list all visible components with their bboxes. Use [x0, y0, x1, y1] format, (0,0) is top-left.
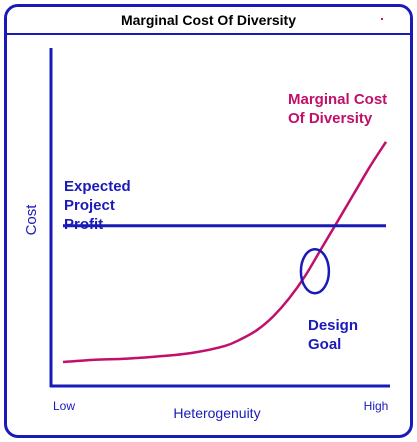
annotation-label-line-0: Design — [308, 317, 358, 334]
chart-frame: Marginal Cost Of Diversity — [4, 4, 413, 438]
x-axis-label: Heterogenuity — [173, 405, 260, 421]
title-dot — [381, 18, 383, 20]
series-label-1-line-2: Profit — [64, 216, 103, 233]
series-label-0-line-0: Marginal Cost — [288, 91, 387, 108]
y-axis-label: Cost — [23, 204, 40, 236]
series-label-1-line-1: Project — [64, 197, 115, 214]
series-line-marginal-cost — [62, 141, 388, 364]
title-bar: Marginal Cost Of Diversity — [7, 7, 410, 35]
x-tick-high: High — [364, 399, 389, 413]
series-label-0-line-1: Of Diversity — [288, 110, 373, 127]
annotation-label-line-1: Goal — [308, 336, 341, 353]
chart-title: Marginal Cost Of Diversity — [120, 12, 297, 28]
design-goal-ellipse — [299, 247, 331, 295]
series-label-1-line-0: Expected — [64, 178, 131, 195]
x-tick-low: Low — [53, 399, 75, 413]
